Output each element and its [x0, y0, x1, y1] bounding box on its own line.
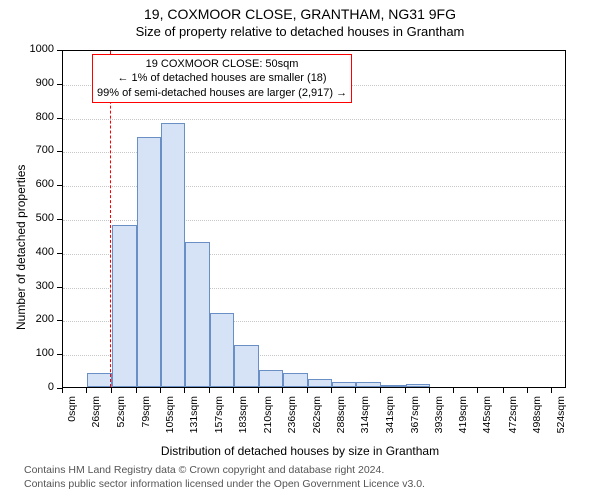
ytick-label: 0 — [10, 381, 54, 393]
ytick-label: 600 — [10, 178, 54, 190]
ytick-label: 500 — [10, 212, 54, 224]
xtick-mark — [62, 388, 63, 393]
xtick-label: 105sqm — [164, 396, 176, 446]
annotation-line: 19 COXMOOR CLOSE: 50sqm — [97, 57, 347, 71]
gridline — [63, 119, 565, 120]
ytick-label: 300 — [10, 280, 54, 292]
xtick-mark — [307, 388, 308, 393]
xtick-label: 367sqm — [409, 396, 421, 446]
histogram-bar — [332, 382, 356, 387]
xtick-label: 79sqm — [140, 396, 152, 446]
ytick-label: 700 — [10, 144, 54, 156]
histogram-bar — [210, 313, 234, 387]
ytick-mark — [57, 84, 62, 85]
histogram-bar — [161, 123, 185, 387]
xtick-mark — [160, 388, 161, 393]
histogram-bar — [381, 385, 405, 387]
annotation-box: 19 COXMOOR CLOSE: 50sqm← 1% of detached … — [92, 54, 352, 103]
annotation-line: ← 1% of detached houses are smaller (18) — [97, 71, 347, 85]
chart-container: 19, COXMOOR CLOSE, GRANTHAM, NG31 9FG Si… — [0, 0, 600, 500]
ytick-mark — [57, 253, 62, 254]
histogram-bar — [406, 384, 430, 387]
xtick-mark — [111, 388, 112, 393]
histogram-bar — [283, 373, 307, 387]
footer-line2: Contains public sector information licen… — [24, 478, 425, 490]
xtick-label: 0sqm — [66, 396, 78, 446]
xtick-mark — [282, 388, 283, 393]
xtick-label: 262sqm — [311, 396, 323, 446]
xtick-mark — [503, 388, 504, 393]
xtick-mark — [453, 388, 454, 393]
histogram-bar — [308, 379, 332, 387]
xtick-mark — [136, 388, 137, 393]
chart-title-line1: 19, COXMOOR CLOSE, GRANTHAM, NG31 9FG — [0, 6, 600, 22]
annotation-line: 99% of semi-detached houses are larger (… — [97, 86, 347, 100]
xtick-mark — [380, 388, 381, 393]
ytick-label: 400 — [10, 246, 54, 258]
ytick-mark — [57, 50, 62, 51]
ytick-mark — [57, 287, 62, 288]
xtick-label: 314sqm — [359, 396, 371, 446]
ytick-mark — [57, 118, 62, 119]
ytick-label: 900 — [10, 77, 54, 89]
xtick-mark — [355, 388, 356, 393]
xtick-mark — [184, 388, 185, 393]
xtick-label: 472sqm — [507, 396, 519, 446]
xtick-mark — [86, 388, 87, 393]
xtick-label: 393sqm — [433, 396, 445, 446]
ytick-mark — [57, 320, 62, 321]
ytick-label: 200 — [10, 313, 54, 325]
ytick-mark — [57, 219, 62, 220]
xtick-label: 131sqm — [188, 396, 200, 446]
xtick-mark — [477, 388, 478, 393]
histogram-bar — [234, 345, 259, 387]
histogram-bar — [112, 225, 137, 387]
xtick-label: 52sqm — [115, 396, 127, 446]
chart-title-line2: Size of property relative to detached ho… — [0, 24, 600, 39]
xtick-label: 524sqm — [555, 396, 567, 446]
xtick-label: 341sqm — [384, 396, 396, 446]
histogram-bar — [185, 242, 209, 387]
xtick-label: 26sqm — [90, 396, 102, 446]
xtick-mark — [233, 388, 234, 393]
xtick-label: 419sqm — [457, 396, 469, 446]
ytick-label: 1000 — [10, 43, 54, 55]
ytick-label: 800 — [10, 111, 54, 123]
ytick-mark — [57, 185, 62, 186]
ytick-mark — [57, 151, 62, 152]
xtick-label: 183sqm — [237, 396, 249, 446]
xtick-label: 210sqm — [262, 396, 274, 446]
xtick-mark — [551, 388, 552, 393]
xtick-mark — [527, 388, 528, 393]
xtick-label: 236sqm — [286, 396, 298, 446]
x-axis-label: Distribution of detached houses by size … — [0, 444, 600, 458]
histogram-bar — [137, 137, 161, 387]
xtick-label: 498sqm — [531, 396, 543, 446]
footer-line1: Contains HM Land Registry data © Crown c… — [24, 464, 384, 476]
xtick-mark — [209, 388, 210, 393]
xtick-label: 157sqm — [213, 396, 225, 446]
xtick-label: 445sqm — [481, 396, 493, 446]
xtick-mark — [331, 388, 332, 393]
ytick-label: 100 — [10, 347, 54, 359]
ytick-mark — [57, 354, 62, 355]
xtick-label: 288sqm — [335, 396, 347, 446]
histogram-bar — [356, 382, 381, 387]
histogram-bar — [87, 373, 111, 387]
histogram-bar — [259, 370, 283, 387]
xtick-mark — [405, 388, 406, 393]
xtick-mark — [258, 388, 259, 393]
xtick-mark — [429, 388, 430, 393]
